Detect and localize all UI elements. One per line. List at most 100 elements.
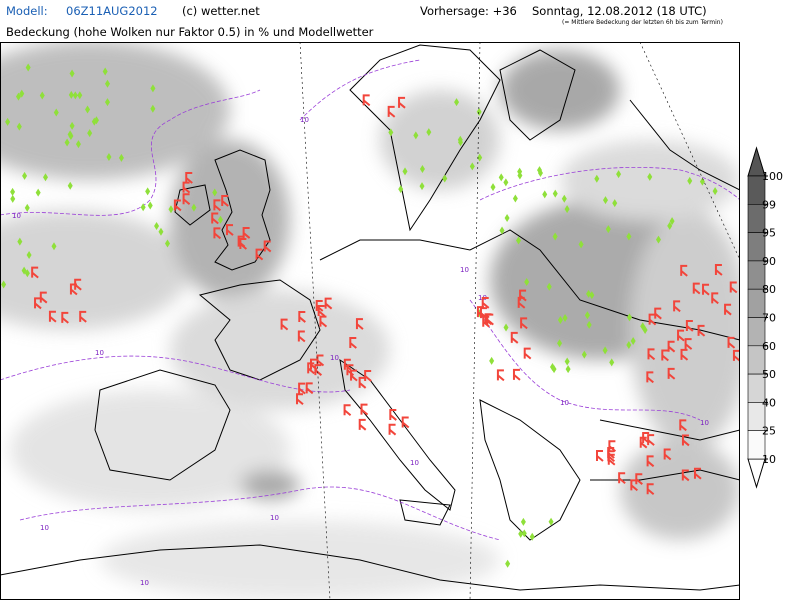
drizzle-symbol [605, 225, 611, 234]
drizzle-symbol [35, 188, 41, 197]
drizzle-symbol [477, 153, 483, 162]
thunderstorm-symbol [298, 311, 306, 323]
drizzle-symbol [517, 171, 523, 180]
thunderstorm-symbol [647, 348, 656, 361]
drizzle-symbol [51, 242, 57, 251]
drizzle-symbol [10, 194, 16, 203]
drizzle-symbol [548, 517, 554, 526]
drizzle-symbol [520, 517, 526, 526]
drizzle-symbol [712, 187, 718, 196]
drizzle-symbol [498, 173, 504, 182]
thunderstorm-symbol [618, 472, 626, 485]
drizzle-symbol [22, 171, 28, 180]
drizzle-symbol [626, 340, 632, 349]
drizzle-symbol [24, 269, 30, 278]
colorbar-label: 70 [762, 312, 776, 325]
thunderstorm-symbol [646, 455, 655, 468]
drizzle-symbol [457, 138, 463, 147]
thunderstorm-symbol [729, 281, 738, 294]
thunderstorm-symbol [387, 105, 396, 118]
drizzle-symbol [562, 313, 568, 322]
thunderstorm-symbol [512, 368, 521, 381]
thunderstorm-symbol [349, 336, 357, 349]
weather-symbols [1, 63, 740, 568]
thunderstorm-symbol [667, 367, 676, 380]
note: (= Mittlere Bedeckung der letzten 6h bis… [562, 19, 723, 26]
drizzle-symbol [529, 532, 535, 541]
drizzle-symbol [504, 214, 510, 223]
drizzle-symbol [87, 129, 93, 138]
drizzle-symbol [1, 280, 7, 289]
thunderstorm-symbol [242, 227, 251, 239]
drizzle-symbol [402, 167, 408, 176]
contour-label: 10 [300, 116, 309, 124]
drizzle-symbol [537, 166, 542, 175]
drizzle-symbol [212, 188, 218, 197]
drizzle-symbol [551, 365, 557, 374]
drizzle-symbol [17, 237, 23, 246]
thunderstorm-symbol [355, 318, 364, 330]
drizzle-symbol [442, 174, 448, 183]
colorbar-label: 25 [762, 425, 776, 438]
colorbar: 100 99 95 90 80 70 60 50 40 25 10 [747, 146, 783, 489]
thunderstorm-symbol [680, 348, 689, 361]
drizzle-symbol [454, 98, 460, 107]
drizzle-symbol [469, 162, 475, 171]
thunderstorm-symbol [681, 434, 690, 447]
drizzle-symbol [104, 98, 110, 107]
thunderstorm-symbol [702, 283, 710, 296]
thunderstorm-symbol [297, 330, 306, 343]
drizzle-symbol [43, 173, 49, 182]
thunderstorm-symbol [263, 240, 272, 253]
colorbar-label: 80 [762, 283, 776, 296]
valid-time: Sonntag, 12.08.2012 (18 UTC) [532, 4, 707, 18]
thunderstorm-symbol [319, 315, 328, 328]
thunderstorm-symbol [343, 404, 352, 417]
drizzle-symbol [69, 69, 75, 78]
thunderstorm-symbol [714, 264, 723, 276]
forecast-step: Vorhersage: +36 [420, 4, 517, 18]
drizzle-symbol [413, 131, 419, 140]
drizzle-symbol [552, 189, 558, 198]
drizzle-symbol [589, 291, 595, 300]
thunderstorm-symbol [496, 369, 505, 382]
colorbar-label: 50 [762, 368, 776, 381]
drizzle-symbol [5, 117, 11, 126]
thunderstorm-symbol [607, 450, 615, 463]
drizzle-symbol [72, 91, 78, 100]
drizzle-symbol [565, 365, 571, 374]
drizzle-symbol [388, 128, 394, 137]
contour-label: 10 [270, 514, 279, 522]
thunderstorm-symbol [314, 364, 323, 376]
thunderstorm-symbol [358, 418, 367, 431]
thunderstorm-symbol [346, 364, 355, 376]
thunderstorm-symbol [364, 369, 372, 382]
thunderstorm-symbol [648, 313, 657, 326]
drizzle-symbol [19, 89, 25, 98]
thunderstorm-symbol [727, 336, 736, 349]
drizzle-symbol [24, 203, 30, 212]
colorbar-label: 95 [762, 227, 776, 240]
drizzle-symbol [640, 322, 646, 331]
thunderstorm-symbol [673, 300, 681, 313]
thunderstorm-symbol [663, 448, 672, 461]
thunderstorm-symbol [182, 181, 191, 194]
drizzle-symbol [602, 196, 608, 205]
colorbar-segment [747, 430, 766, 460]
thunderstorm-symbol [61, 311, 69, 324]
drizzle-symbol [154, 222, 160, 231]
drizzle-symbol [630, 337, 636, 346]
drizzle-symbol [67, 181, 73, 190]
thunderstorm-symbol [226, 224, 234, 236]
drizzle-symbol [542, 190, 548, 199]
thunderstorm-symbol [654, 307, 662, 320]
thunderstorm-symbol [398, 96, 406, 109]
thunderstorm-symbol [685, 319, 694, 332]
model-run: 06Z11AUG2012 [66, 4, 158, 18]
drizzle-symbol [552, 232, 558, 241]
drizzle-symbol [150, 84, 156, 93]
thunderstorm-symbol [211, 212, 219, 225]
drizzle-symbol [581, 350, 587, 359]
colorbar-label: 99 [762, 198, 776, 211]
